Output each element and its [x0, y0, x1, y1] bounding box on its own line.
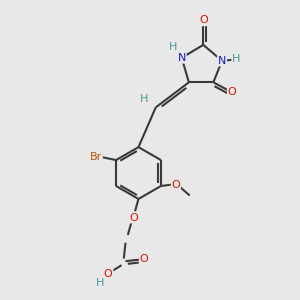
Text: O: O — [129, 213, 138, 223]
Text: N: N — [178, 53, 186, 63]
Text: H: H — [169, 42, 177, 52]
Text: O: O — [172, 180, 180, 190]
Text: O: O — [140, 254, 148, 264]
Text: O: O — [104, 269, 112, 279]
Text: H: H — [232, 54, 241, 64]
Text: H: H — [140, 94, 148, 104]
Text: N: N — [218, 56, 226, 66]
Text: O: O — [228, 87, 236, 98]
Text: H: H — [96, 278, 104, 288]
Text: O: O — [199, 15, 208, 26]
Text: Br: Br — [90, 152, 102, 162]
